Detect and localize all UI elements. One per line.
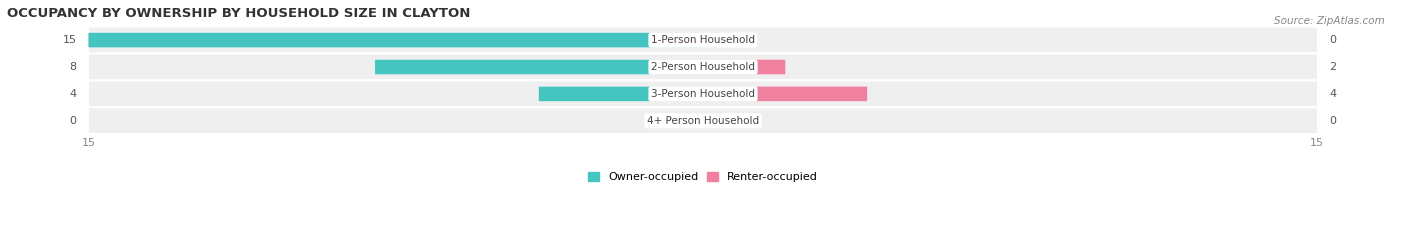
FancyBboxPatch shape [89,54,1317,80]
Text: Source: ZipAtlas.com: Source: ZipAtlas.com [1274,16,1385,26]
FancyBboxPatch shape [703,113,720,128]
Legend: Owner-occupied, Renter-occupied: Owner-occupied, Renter-occupied [583,168,823,187]
Text: 0: 0 [1330,116,1337,126]
Text: 15: 15 [62,35,76,45]
Text: 4: 4 [69,89,76,99]
FancyBboxPatch shape [89,107,1317,134]
Text: 3-Person Household: 3-Person Household [651,89,755,99]
FancyBboxPatch shape [703,60,786,74]
FancyBboxPatch shape [89,27,1317,54]
FancyBboxPatch shape [375,60,703,74]
Text: OCCUPANCY BY OWNERSHIP BY HOUSEHOLD SIZE IN CLAYTON: OCCUPANCY BY OWNERSHIP BY HOUSEHOLD SIZE… [7,7,471,20]
FancyBboxPatch shape [538,87,703,101]
Text: 8: 8 [69,62,76,72]
FancyBboxPatch shape [703,87,868,101]
FancyBboxPatch shape [89,33,703,47]
FancyBboxPatch shape [686,113,703,128]
Text: 0: 0 [69,116,76,126]
FancyBboxPatch shape [703,33,720,47]
Text: 1-Person Household: 1-Person Household [651,35,755,45]
Text: 4+ Person Household: 4+ Person Household [647,116,759,126]
Text: 4: 4 [1330,89,1337,99]
Text: 0: 0 [1330,35,1337,45]
Text: 2: 2 [1330,62,1337,72]
Text: 2-Person Household: 2-Person Household [651,62,755,72]
FancyBboxPatch shape [89,80,1317,107]
